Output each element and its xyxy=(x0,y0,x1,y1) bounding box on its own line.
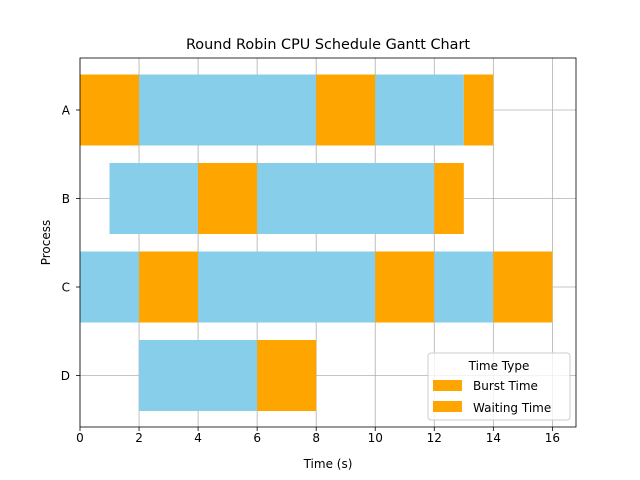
x-tick-label: 12 xyxy=(427,431,442,445)
x-tick-label: 4 xyxy=(194,431,202,445)
bar-c-burst xyxy=(375,251,435,323)
y-tick-label-a: A xyxy=(62,104,71,118)
x-tick-label: 6 xyxy=(253,431,261,445)
x-axis-label: Time (s) xyxy=(303,457,353,471)
legend-frame xyxy=(427,352,571,421)
bar-a-burst xyxy=(80,74,140,146)
bar-a-waiting xyxy=(375,74,464,146)
bar-c-waiting xyxy=(80,251,140,323)
bar-c-waiting xyxy=(198,251,376,323)
y-tick-label-d: D xyxy=(61,369,70,383)
x-tick-label: 14 xyxy=(486,431,501,445)
x-tick-label: 16 xyxy=(545,431,560,445)
bar-d-burst xyxy=(257,340,317,411)
y-axis-ticks: A B C D xyxy=(61,104,80,383)
y-tick-label-c: C xyxy=(62,281,70,295)
chart-title: Round Robin CPU Schedule Gantt Chart xyxy=(186,37,470,53)
y-axis-label: Process xyxy=(39,220,53,266)
bar-b-waiting xyxy=(109,163,199,234)
x-tick-label: 2 xyxy=(135,431,143,445)
bars xyxy=(80,74,553,411)
legend-label-burst: Burst Time xyxy=(473,379,538,393)
legend: Time Type Burst Time Waiting Time xyxy=(427,352,571,421)
legend-swatch-waiting xyxy=(433,401,462,412)
bar-b-waiting xyxy=(257,163,435,234)
x-axis-ticks: 0 2 4 6 8 10 12 14 16 xyxy=(76,427,560,445)
legend-label-waiting: Waiting Time xyxy=(473,401,551,415)
bar-a-waiting xyxy=(139,74,317,146)
legend-title: Time Type xyxy=(468,359,530,373)
bar-d-waiting xyxy=(139,340,258,411)
bar-c-burst xyxy=(493,251,553,323)
x-tick-label: 10 xyxy=(368,431,383,445)
x-tick-label: 8 xyxy=(312,431,320,445)
plot-frame xyxy=(79,57,577,428)
bar-c-burst xyxy=(139,251,199,323)
bar-b-burst xyxy=(198,163,258,234)
bar-b-burst xyxy=(434,163,464,234)
legend-swatch-burst xyxy=(433,380,462,391)
bar-a-burst xyxy=(316,74,376,146)
bar-a-burst xyxy=(463,74,494,146)
bar-c-waiting xyxy=(434,251,494,323)
y-tick-label-b: B xyxy=(62,192,70,206)
x-tick-label: 0 xyxy=(76,431,84,445)
